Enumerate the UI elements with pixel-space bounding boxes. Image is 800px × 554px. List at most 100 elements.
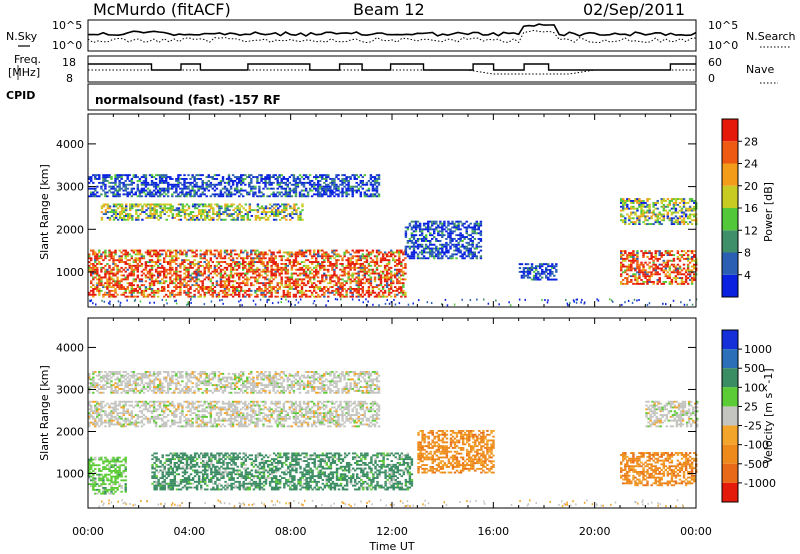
- scatter-cell: [120, 187, 123, 190]
- scatter-cell: [680, 277, 684, 280]
- scatter-cell: [148, 264, 152, 267]
- scatter-cell: [94, 176, 97, 179]
- scatter-cell: [177, 180, 180, 182]
- scatter-cell: [159, 216, 162, 219]
- scatter-cell: [136, 183, 140, 186]
- scatter-cell: [345, 289, 348, 292]
- scatter-cell: [668, 273, 672, 276]
- scatter-cell: [363, 195, 367, 198]
- scatter-cell: [646, 263, 649, 266]
- scatter-cell: [169, 176, 172, 179]
- scatter-cell: [359, 288, 363, 290]
- scatter-cell: [276, 284, 279, 287]
- scatter-cell: [566, 302, 569, 305]
- scatter-cell: [284, 293, 288, 296]
- scatter-cell: [148, 255, 152, 258]
- scatter-cell: [285, 215, 288, 217]
- scatter-cell: [377, 251, 381, 254]
- scatter-cell: [416, 243, 420, 246]
- scatter-cell: [414, 241, 418, 244]
- scatter-cell: [277, 213, 280, 216]
- scatter-cell: [108, 272, 111, 275]
- scatter-cell: [294, 278, 298, 281]
- scatter-cell: [387, 291, 391, 294]
- scatter-cell: [282, 181, 286, 184]
- scatter-cell: [187, 301, 189, 304]
- scatter-cell: [158, 181, 162, 184]
- scatter-cell: [240, 180, 243, 182]
- scatter-cell: [171, 195, 174, 198]
- scatter-cell: [154, 289, 158, 292]
- scatter-cell: [114, 183, 117, 186]
- scatter-cell: [357, 255, 360, 258]
- scatter-cell: [300, 289, 304, 292]
- scatter-cell: [365, 272, 369, 275]
- scatter-cell: [680, 250, 684, 253]
- scatter-cell: [205, 253, 208, 256]
- scatter-cell: [620, 282, 623, 285]
- scatter-cell: [195, 191, 198, 194]
- scatter-cell: [437, 255, 440, 258]
- scatter-cell: [201, 282, 204, 285]
- scatter-cell: [355, 282, 358, 285]
- scatter-cell: [217, 291, 221, 294]
- scatter-cell: [104, 270, 107, 273]
- scatter-cell: [258, 189, 261, 192]
- scatter-cell: [449, 236, 452, 239]
- scatter-cell: [242, 280, 245, 283]
- scatter-cell: [185, 270, 188, 273]
- scatter-cell: [125, 218, 128, 221]
- scatter-cell: [116, 213, 120, 216]
- scatter-cell: [317, 293, 320, 296]
- scatter-cell: [177, 251, 180, 254]
- scatter-cell: [624, 223, 627, 226]
- scatter-cell: [363, 272, 367, 275]
- scatter-cell: [193, 183, 196, 186]
- noise-right-tick-bottom: 10^0: [708, 39, 738, 52]
- scatter-cell: [365, 259, 369, 262]
- scatter-cell: [229, 276, 233, 279]
- scatter-cell: [420, 257, 424, 260]
- scatter-cell: [441, 232, 444, 235]
- scatter-cell: [223, 276, 227, 279]
- scatter-cell: [207, 291, 211, 294]
- scatter-cell: [231, 284, 235, 287]
- scatter-cell: [680, 269, 684, 272]
- scatter-cell: [150, 266, 154, 269]
- scatter-cell: [644, 281, 647, 283]
- scatter-cell: [658, 277, 661, 280]
- scatter-cell: [114, 213, 118, 216]
- scatter-cell: [270, 187, 273, 190]
- scatter-cell: [408, 255, 412, 258]
- scatter-cell: [420, 234, 424, 237]
- scatter-cell: [189, 181, 192, 184]
- scatter-cell: [187, 274, 190, 277]
- scatter-cell: [189, 261, 192, 264]
- scatter-cell: [301, 218, 304, 221]
- scatter-cell: [383, 291, 387, 294]
- scatter-cell: [319, 288, 322, 290]
- scatter-cell: [379, 264, 383, 267]
- scatter-cell: [646, 198, 649, 201]
- scatter-cell: [367, 251, 371, 254]
- scatter-cell: [116, 266, 119, 269]
- scatter-cell: [363, 282, 367, 285]
- scatter-cell: [306, 191, 310, 194]
- scatter-cell: [572, 299, 575, 302]
- scatter-cell: [217, 181, 221, 184]
- scatter-cell: [240, 263, 243, 265]
- scatter-cell: [534, 269, 538, 271]
- scatter-cell: [158, 180, 162, 182]
- scatter-cell: [276, 181, 279, 184]
- scatter-cell: [185, 259, 188, 262]
- scatter-cell: [282, 251, 286, 254]
- scatter-cell: [94, 268, 97, 271]
- scatter-cell: [270, 270, 273, 273]
- scatter-cell: [526, 274, 530, 277]
- scatter-cell: [355, 259, 358, 262]
- scatter-cell: [248, 261, 251, 264]
- scatter-cell: [88, 195, 91, 198]
- scatter-cell: [227, 257, 231, 260]
- scatter-cell: [292, 295, 296, 298]
- scatter-cell: [118, 180, 121, 182]
